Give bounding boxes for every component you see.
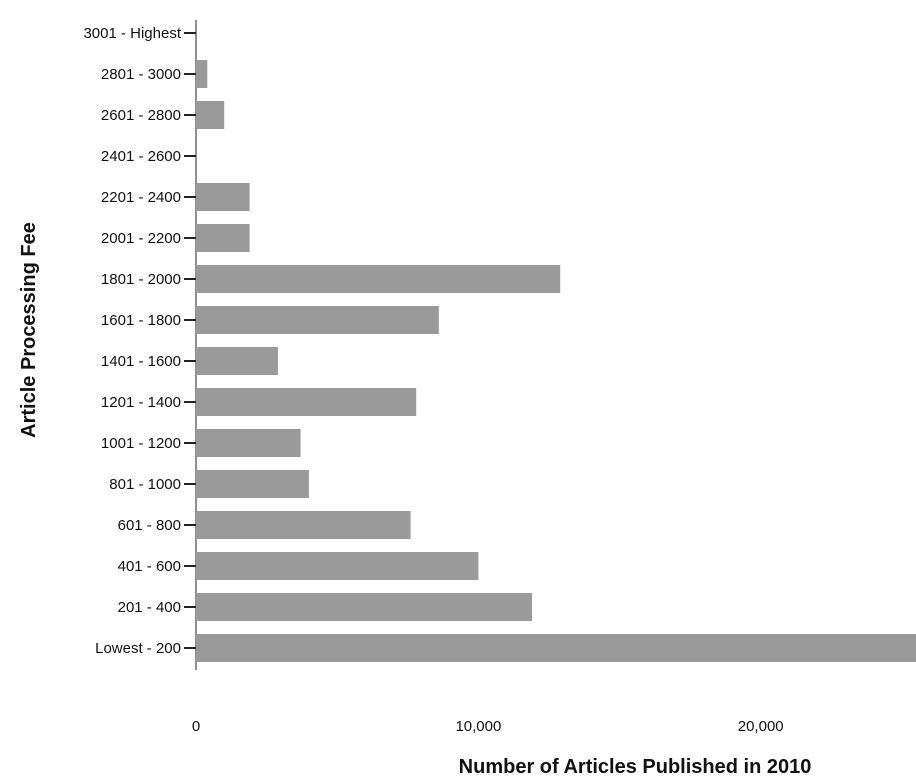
y-tick-label: 401 - 600 [118, 558, 181, 575]
y-tick-label: 1201 - 1400 [101, 394, 181, 411]
y-tick-label: 1001 - 1200 [101, 435, 181, 452]
y-tick-label: 2001 - 2200 [101, 230, 181, 247]
bar [196, 429, 301, 457]
x-tick-label: 0 [192, 718, 200, 735]
bar [196, 265, 561, 293]
y-tick-label: 2801 - 3000 [101, 66, 181, 83]
bar [196, 511, 411, 539]
bar [196, 306, 439, 334]
bar [196, 593, 532, 621]
x-tick-label: 20,000 [738, 718, 784, 735]
bar [196, 388, 417, 416]
y-tick-label: Lowest - 200 [95, 640, 181, 657]
x-axis-title: Number of Articles Published in 2010 [459, 756, 812, 778]
bar [196, 347, 278, 375]
y-axis-title: Article Processing Fee [18, 222, 40, 438]
y-tick-label: 2601 - 2800 [101, 107, 181, 124]
y-tick-label: 601 - 800 [118, 517, 181, 534]
y-tick-label: 1801 - 2000 [101, 271, 181, 288]
y-tick-label: 2401 - 2600 [101, 148, 181, 165]
y-axis-ticks: Lowest - 200 201 - 400 401 - 600 601 - 800 8… [83, 25, 196, 657]
y-tick-label: 2201 - 2400 [101, 189, 181, 206]
y-tick-label: 201 - 400 [118, 599, 181, 616]
bars-group [196, 60, 916, 662]
y-tick-label: 1601 - 1800 [101, 312, 181, 329]
bar [196, 60, 208, 88]
y-tick-label: 801 - 1000 [109, 476, 181, 493]
bar [196, 183, 250, 211]
bar [196, 634, 916, 662]
x-axis-ticks: 0 10,000 20,000 [192, 718, 784, 735]
bar [196, 224, 250, 252]
y-tick-label: 3001 - Highest [83, 25, 181, 42]
y-tick-label: 1401 - 1600 [101, 353, 181, 370]
bar [196, 552, 479, 580]
bar [196, 101, 225, 129]
x-tick-label: 10,000 [455, 718, 501, 735]
bar [196, 470, 309, 498]
